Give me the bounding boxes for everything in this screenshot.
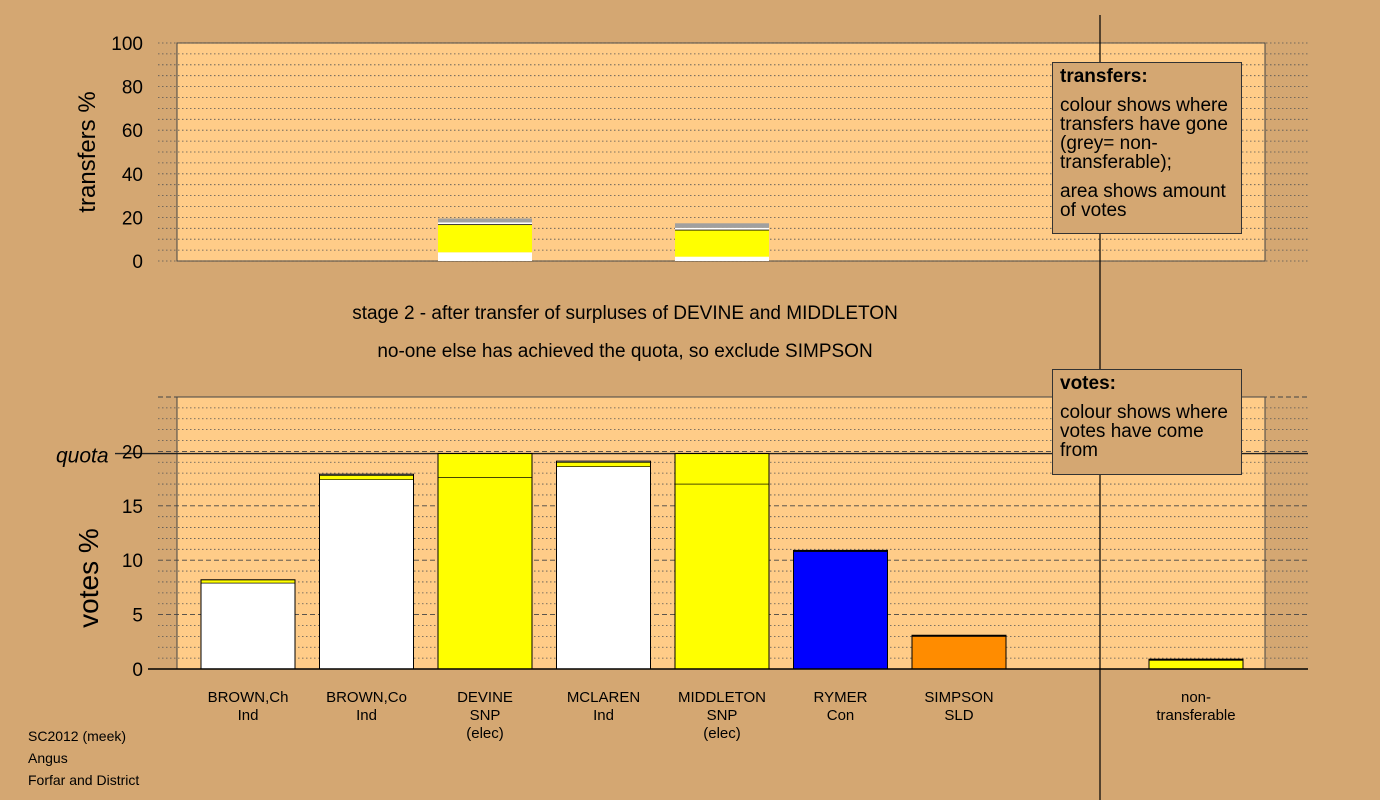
transfers-y-axis-label: transfers % (74, 91, 101, 212)
transfer-bar-segment (675, 229, 769, 231)
candidate-label: BROWN,Co Ind (307, 689, 427, 725)
candidate-label: RYMER Con (781, 689, 901, 725)
votes-y-tick-label: 15 (122, 497, 143, 518)
vote-bar-segment (674, 453, 770, 485)
transfer-bar-segment (675, 256, 769, 261)
transfers-legend-text2: area shows amount of votes (1060, 181, 1226, 221)
candidate-name: MIDDLETON (677, 689, 767, 706)
vote-bar-segment (793, 551, 888, 670)
non-transferable-label: non- (1180, 689, 1212, 706)
candidate-party: Ind (237, 707, 259, 724)
candidate-label: MCLAREN Ind (544, 689, 664, 725)
candidate-party: SNP (469, 707, 501, 724)
vote-bar-segment (911, 636, 1007, 670)
votes-y-axis-label: votes % (73, 528, 104, 628)
transfer-bar-segment (675, 227, 769, 230)
transfer-bar-segment (438, 224, 532, 226)
transfers-legend: transfers: colour shows where transfers … (1052, 62, 1242, 234)
transfer-bar-segment (675, 230, 769, 257)
vote-bar-segment (319, 475, 414, 480)
votes-legend: votes: colour shows where votes have com… (1052, 369, 1242, 475)
transfers-y-tick-label: 40 (122, 165, 143, 186)
candidate-name: BROWN,Co (326, 689, 407, 706)
votes-legend-title: votes: (1060, 373, 1116, 394)
candidate-status: (elec) (466, 725, 504, 742)
candidate-name: DEVINE (457, 689, 513, 706)
quota-label: quota (56, 445, 109, 468)
transfers-legend-text1: colour shows where transfers have gone (… (1060, 95, 1228, 173)
transfers-y-tick-label: 0 (132, 252, 143, 273)
transfers-y-tick-label: 80 (122, 78, 143, 99)
vote-bar-segment (1148, 659, 1244, 670)
candidate-label: BROWN,Ch Ind (188, 689, 308, 725)
candidate-name: RYMER (813, 689, 868, 706)
vote-bar-segment (437, 477, 533, 670)
candidate-party: Ind (593, 707, 614, 724)
vote-bar-segment (556, 461, 651, 467)
vote-bar-segment (556, 466, 651, 670)
transfers-y-tick-label: 60 (122, 121, 143, 142)
vote-bar-segment (437, 453, 533, 478)
candidate-label: DEVINE SNP (elec) (425, 689, 545, 743)
candidate-party: SNP (706, 707, 738, 724)
candidate-label: non-transferable (1136, 689, 1256, 725)
transfer-bar-segment (438, 225, 532, 253)
candidate-status: (elec) (703, 725, 741, 742)
transfer-bar-segment (438, 222, 532, 225)
votes-y-tick-label: 5 (132, 606, 143, 627)
stage-decision: no-one else has achieved the quota, so e… (377, 341, 873, 362)
candidate-label: MIDDLETON SNP (elec) (662, 689, 782, 743)
stage-description: stage 2 - after transfer of surpluses of… (352, 303, 898, 324)
transfers-y-tick-label: 20 (122, 208, 143, 229)
candidate-party: Ind (356, 707, 377, 724)
election-id: SC2012 (meek) (28, 728, 127, 744)
transfer-bar-segment (438, 218, 532, 223)
vote-bar-segment (674, 483, 770, 670)
candidate-name: SIMPSON (924, 689, 994, 706)
vote-bar-segment (319, 479, 414, 670)
votes-y-tick-label: 0 (132, 660, 143, 681)
candidate-party: SLD (944, 707, 974, 724)
candidate-party: Con (826, 707, 855, 724)
transfer-bar-segment (438, 252, 532, 261)
candidate-name: BROWN,Ch (207, 689, 289, 706)
votes-y-tick-label: 10 (122, 551, 143, 572)
votes-y-tick-label: 20 (122, 442, 143, 463)
vote-bar-segment (200, 582, 296, 670)
votes-legend-text1: colour shows where votes have come from (1060, 402, 1228, 461)
candidate-label: SIMPSON SLD (899, 689, 1019, 725)
council-name: Angus (28, 750, 68, 766)
transfer-bar-segment (675, 223, 769, 228)
candidate-name: MCLAREN (566, 689, 641, 706)
transfers-legend-title: transfers: (1060, 66, 1148, 87)
non-transferable-label: transferable (1156, 707, 1236, 724)
ward-name: Forfar and District (28, 772, 140, 788)
transfers-y-tick-label: 100 (111, 34, 143, 55)
